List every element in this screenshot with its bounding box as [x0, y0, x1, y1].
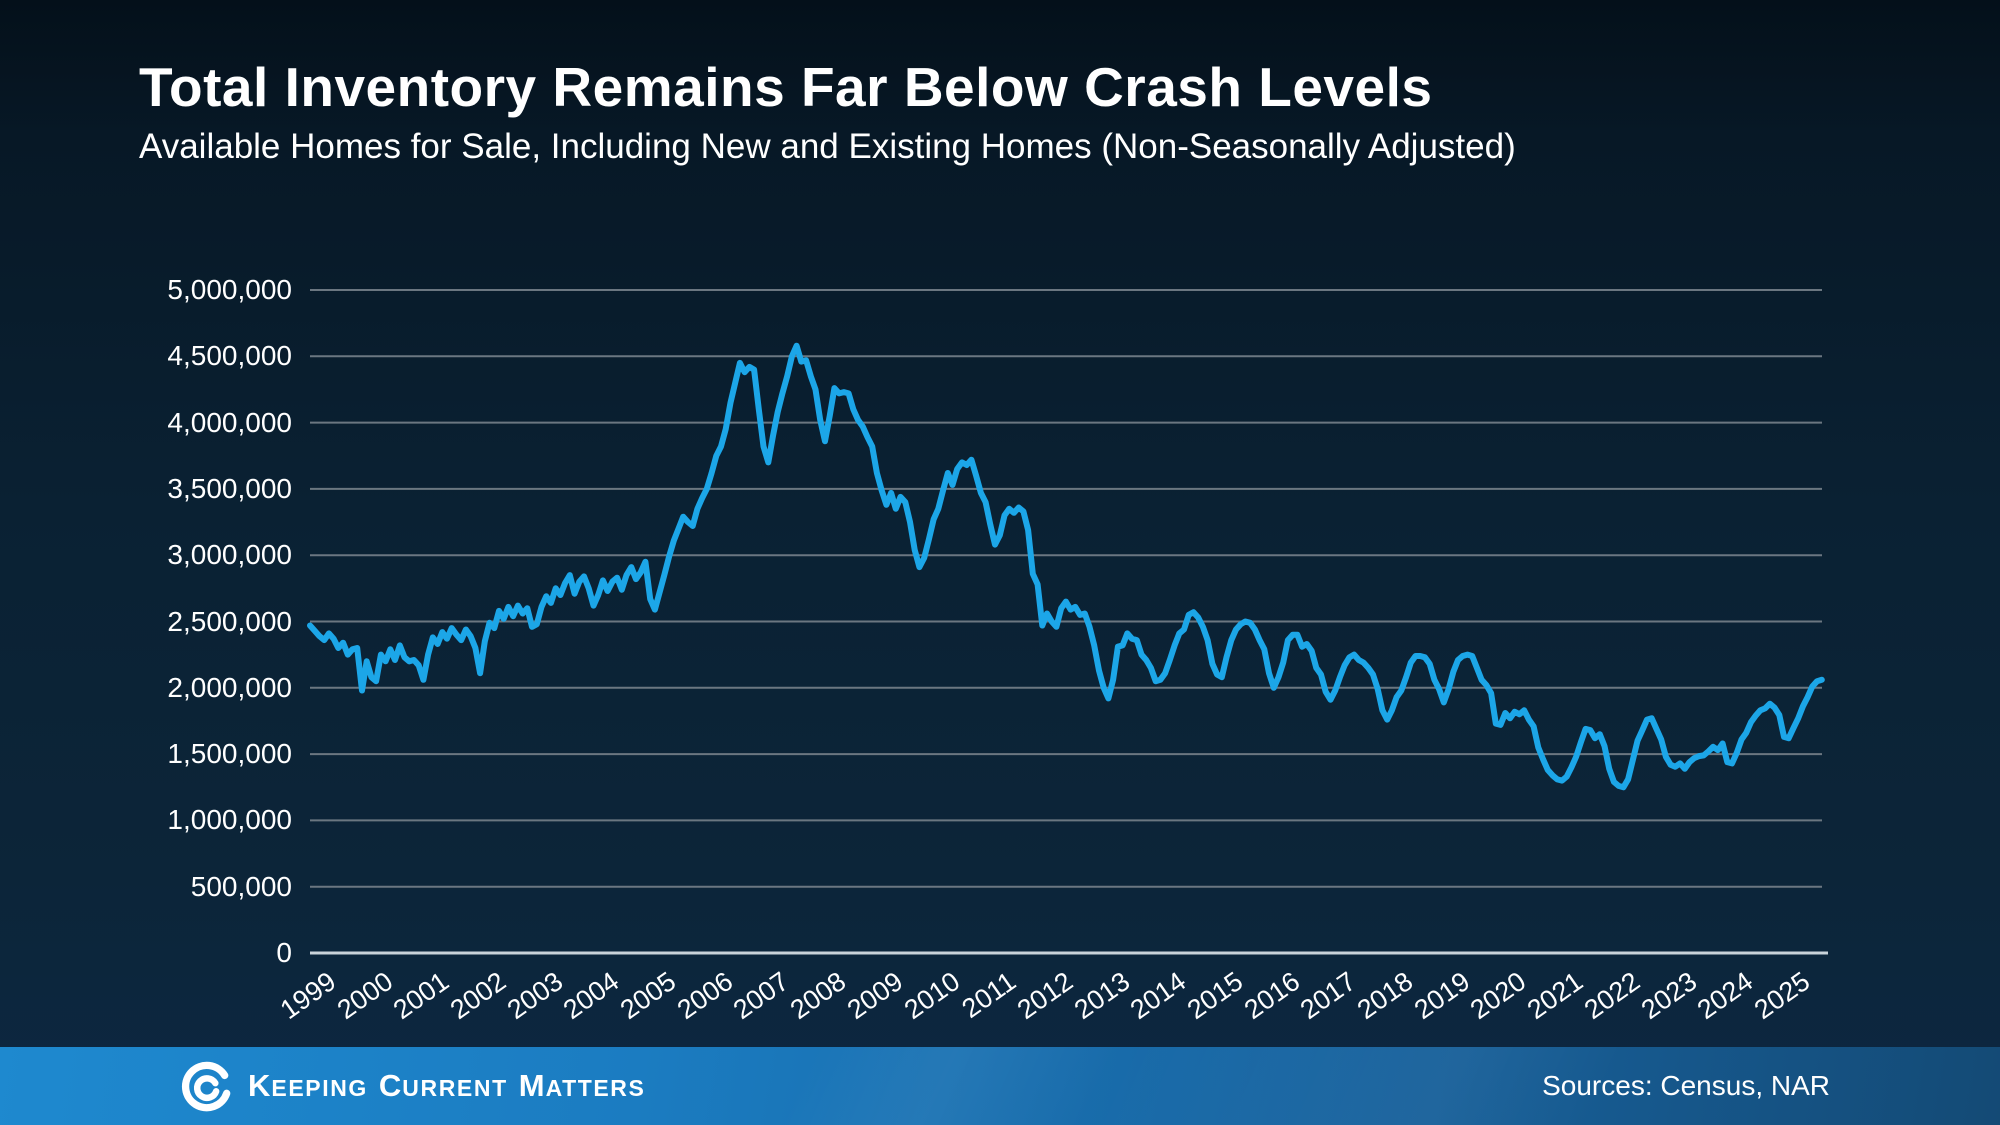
brand-word-rest: EEPING: [271, 1075, 368, 1101]
brand-word-initial: K: [248, 1068, 272, 1103]
inventory-series-line: [307, 342, 1825, 791]
footer-bar: K EEPING C URRENT M ATTERS Sources: Census,…: [0, 1047, 2000, 1125]
brand-word-initial: C: [378, 1068, 403, 1103]
brand-word-rest: ATTERS: [545, 1075, 646, 1101]
brand-word-rest: URRENT: [402, 1075, 508, 1101]
kcm-swirl-logo-icon: [181, 1061, 231, 1112]
sources-label: Sources: Census, NAR: [1542, 1070, 1830, 1101]
page-title: Total Inventory Remains Far Below Crash …: [139, 56, 1433, 118]
page-subtitle: Available Homes for Sale, Including New …: [139, 127, 1516, 166]
brand-name: K EEPING C URRENT M ATTERS: [248, 1068, 645, 1104]
brand-word-initial: M: [518, 1068, 546, 1103]
brand-lockup: K EEPING C URRENT M ATTERS: [180, 1047, 645, 1125]
